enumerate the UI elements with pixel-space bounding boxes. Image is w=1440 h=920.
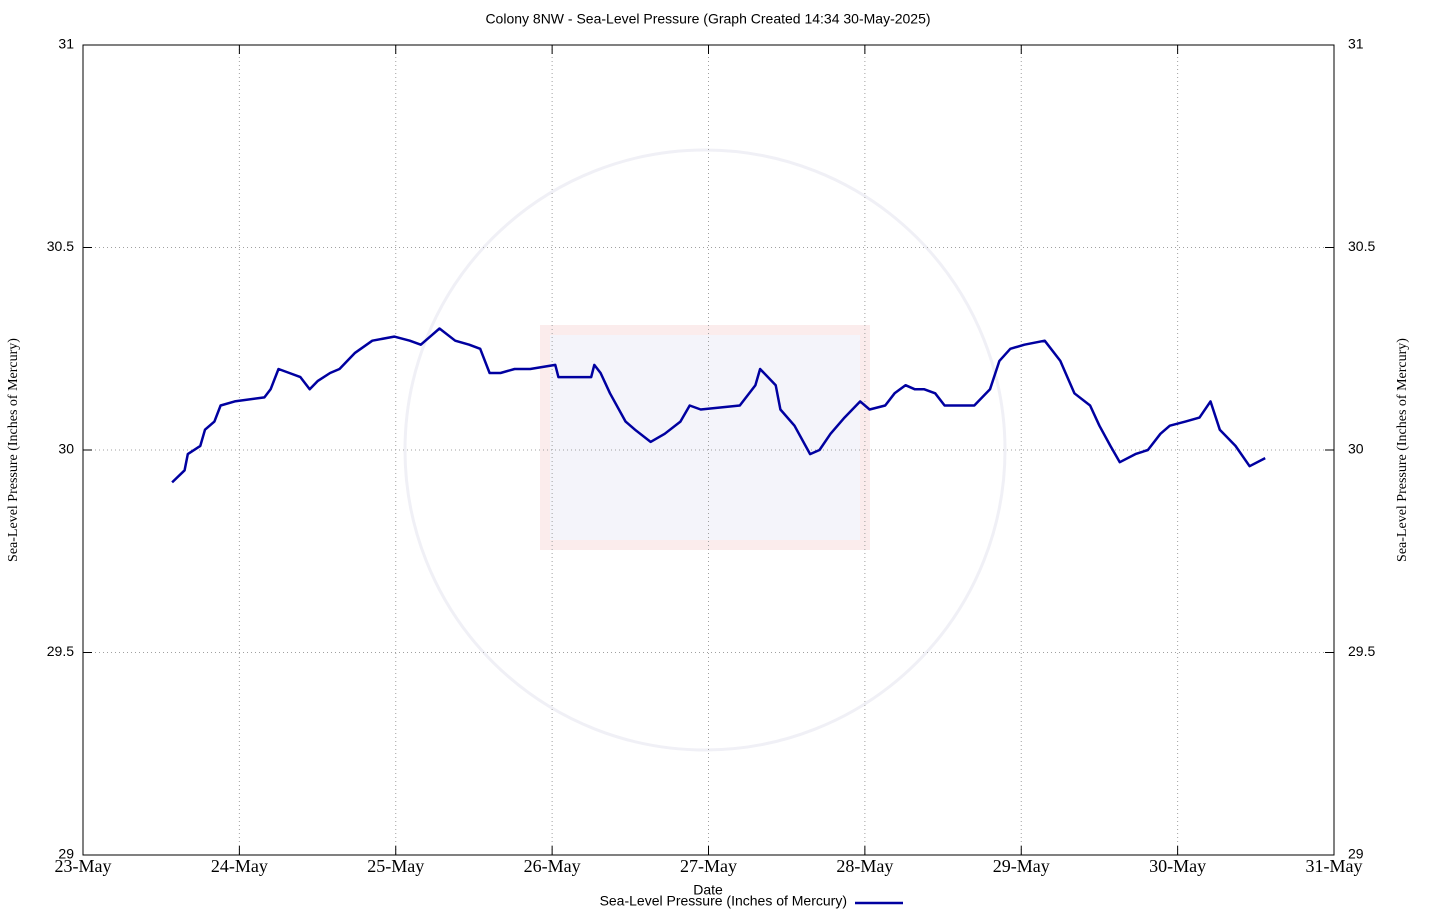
x-tick-label: 29-May (993, 856, 1050, 876)
x-tick-label: 31-May (1306, 856, 1363, 876)
y-tick-label: 30 (58, 441, 74, 457)
data-line (171, 327, 1266, 484)
y2-tick-label: 30 (1348, 441, 1364, 457)
legend-label: Sea-Level Pressure (Inches of Mercury) (600, 893, 847, 909)
y-tick-label: 29 (58, 846, 74, 862)
chart-title: Colony 8NW - Sea-Level Pressure (Graph C… (485, 11, 930, 27)
x-tick-label: 30-May (1149, 856, 1206, 876)
x-tick-label: 23-May (55, 856, 112, 876)
y-axis-label: Sea-Level Pressure (Inches of Mercury) (6, 338, 21, 562)
y-tick-label: 31 (58, 36, 74, 52)
watermark (403, 148, 1007, 752)
plot-frame (82, 44, 1335, 856)
x-tick-label: 26-May (524, 856, 581, 876)
y2-tick-label: 29 (1348, 846, 1364, 862)
y2-axis-label: Sea-Level Pressure (Inches of Mercury) (1395, 338, 1410, 562)
x-tick-label: 27-May (680, 856, 737, 876)
x-tick-label: 28-May (836, 856, 893, 876)
x-tick-label: 24-May (211, 856, 268, 876)
y2-tick-label: 31 (1348, 36, 1364, 52)
y-tick-label: 30.5 (47, 238, 74, 254)
y2-tick-label: 29.5 (1348, 643, 1375, 659)
x-axis-label: Date (693, 882, 723, 898)
x-tick-label: 25-May (367, 856, 424, 876)
y-tick-label: 29.5 (47, 643, 74, 659)
watermark (540, 325, 870, 550)
y2-tick-label: 30.5 (1348, 238, 1375, 254)
